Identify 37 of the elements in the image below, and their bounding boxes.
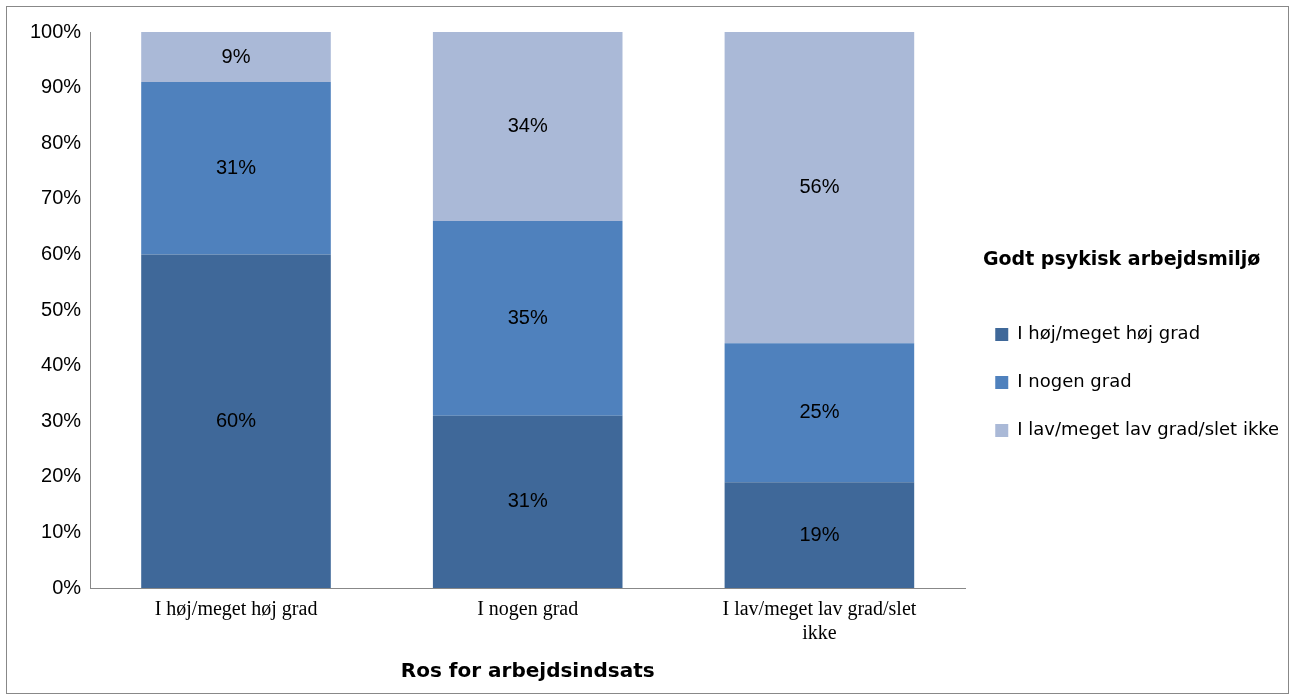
- y-tick-label: 40%: [41, 353, 82, 376]
- y-tick-label: 90%: [41, 75, 82, 98]
- y-tick-label: 50%: [41, 297, 82, 320]
- x-axis-title: Ros for arbejdsindsats: [400, 658, 655, 683]
- x-tick-label: I nogen grad: [477, 597, 579, 621]
- bar: [141, 32, 331, 83]
- y-tick-label: 20%: [41, 464, 82, 487]
- legend-label: I nogen grad: [1017, 370, 1132, 392]
- data-label: 60%: [215, 408, 257, 431]
- bar: [432, 221, 623, 416]
- data-label: 35%: [507, 305, 548, 328]
- bar: [724, 32, 915, 344]
- legend-label: I høj/meget høj grad: [1017, 322, 1201, 344]
- y-tick-label: 80%: [41, 130, 82, 153]
- data-label: 25%: [799, 400, 840, 423]
- legend-title: Godt psykisk arbejdsmiljø: [982, 247, 1261, 270]
- bar: [724, 343, 915, 483]
- bar: [724, 482, 915, 588]
- bar: [432, 32, 623, 222]
- y-tick-label: 60%: [41, 241, 82, 264]
- x-tick-label: I lav/meget lav grad/slet ikke: [722, 597, 917, 644]
- x-tick-label: I høj/meget høj grad: [154, 597, 318, 621]
- y-tick-label: 30%: [41, 408, 82, 431]
- data-label: 9%: [221, 44, 251, 67]
- data-label: 34%: [507, 114, 548, 137]
- y-tick-label: 0%: [52, 575, 82, 598]
- data-label: 31%: [215, 155, 257, 178]
- bar: [141, 82, 331, 255]
- legend-label: I lav/meget lav grad/slet ikke: [1017, 418, 1280, 440]
- bar: [432, 415, 623, 588]
- data-label: 56%: [799, 175, 840, 198]
- y-tick-label: 70%: [41, 186, 82, 209]
- y-tick-label: 10%: [41, 519, 82, 542]
- data-label: 31%: [507, 489, 548, 512]
- data-label: 19%: [799, 522, 840, 545]
- y-tick-label: 100%: [30, 19, 82, 42]
- bar: [141, 254, 331, 588]
